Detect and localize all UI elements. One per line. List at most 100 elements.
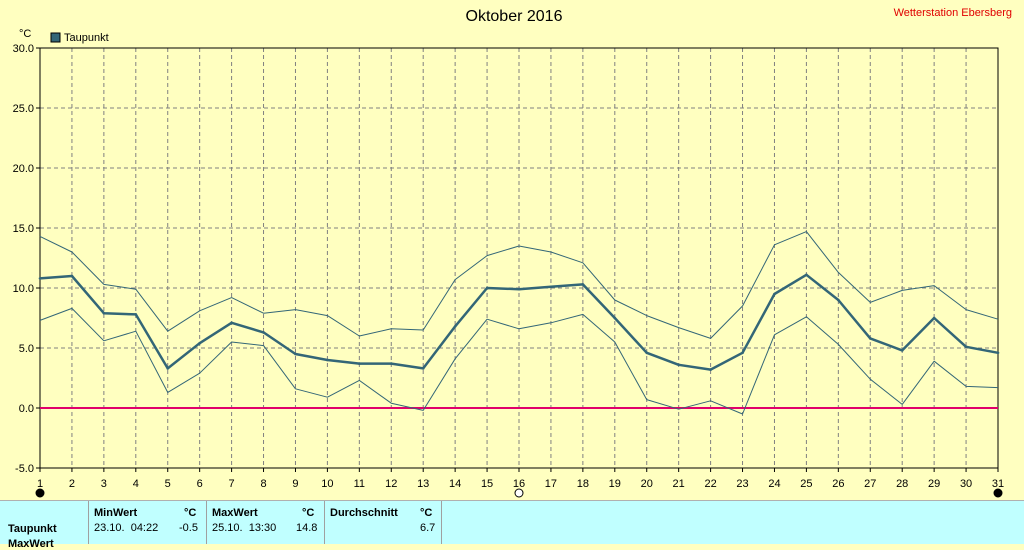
x-tick-label: 2 [69,478,75,490]
max-value: 14.8 [296,522,318,534]
x-tick-label: 17 [545,478,557,490]
x-tick-label: 24 [768,478,780,490]
min-time: 23.10. 04:22 [94,522,159,534]
plot-frame [39,47,999,469]
moon-phase-icon [35,488,45,498]
x-tick-label: 30 [960,478,972,490]
x-tick-label: 4 [133,478,139,490]
data-point [453,325,457,328]
moon-phase-icon [514,488,524,498]
data-point [517,287,521,291]
data-point [805,273,808,277]
data-point [613,316,617,320]
data-point [166,367,170,370]
max-unit-header: °C [302,507,315,519]
table-divider [441,501,442,544]
data-point [581,283,585,286]
chart-title: Oktober 2016 [466,8,563,25]
x-tick-label: 11 [354,478,365,490]
data-point [485,286,489,290]
x-tick-label: 16 [513,478,525,490]
y-tick-label: 0.0 [19,403,34,415]
table-divider [88,501,89,544]
x-tick-label: 31 [992,478,1004,490]
min-value: -0.5 [179,522,198,534]
data-point [932,316,936,320]
y-unit-label: °C [19,28,31,40]
data-point [645,351,649,355]
table-divider [206,501,207,544]
data-point [421,367,425,370]
x-tick-label: 5 [165,478,171,490]
plot: 1 2 3 4 5 6 7 8 9 10 11 12 13 14 15 16 17 18 19 20 21 22 23 24 2… [13,43,1004,498]
legend-swatch [50,32,61,43]
data-point [294,352,297,356]
x-tick-label: 3 [101,478,107,490]
data-point [773,292,776,296]
x-tick-label: 22 [704,478,716,490]
y-tick-label: 25.0 [13,103,34,115]
y-tick-label: 30.0 [13,43,34,55]
x-tick-label: 18 [577,478,589,490]
x-tick-label: 7 [229,478,235,490]
min-header: MinWert [94,507,138,519]
x-tick-label: 28 [896,478,908,490]
partial-row-label: MaxWert [8,538,54,550]
data-point [230,321,233,325]
data-point [549,285,553,289]
data-point [326,358,329,362]
series-line-min [39,307,999,415]
data-point [198,341,201,345]
data-point [900,349,904,352]
data-point [262,331,265,334]
x-tick-label: 29 [928,478,940,490]
series-line-max [39,231,999,339]
data-point [358,362,361,365]
max-time: 25.10. 13:30 [212,522,277,534]
x-tick-label: 10 [321,478,333,490]
x-tick-label: 6 [197,478,203,490]
station-name: Wetterstation Ebersberg [894,7,1012,19]
min-unit-header: °C [184,507,197,519]
x-tick-label: 27 [864,478,876,490]
y-tick-label: -5.0 [15,463,34,475]
avg-unit-header: °C [420,507,433,519]
x-tick-label: 9 [292,478,298,490]
avg-value: 6.7 [420,522,436,534]
avg-header: Durchschnitt [330,507,398,519]
x-tick-label: 25 [800,478,812,490]
chart-area: Oktober 2016 Wetterstation Ebersberg °C … [13,7,1012,498]
moon-phase-icon [993,488,1003,498]
data-point [677,363,680,367]
data-point [964,345,968,349]
data-point [134,313,138,316]
statistics-table: MinWert °C MaxWert °C Durchschnitt °C Ta… [0,500,1024,550]
x-tick-label: 26 [832,478,844,490]
data-point [868,337,872,340]
data-point [38,277,42,280]
x-tick-label: 14 [449,478,461,490]
y-tick-label: 5.0 [19,343,34,355]
data-point [389,362,393,365]
data-point [996,351,1000,355]
y-tick-label: 20.0 [13,163,34,175]
x-tick-label: 12 [385,478,397,490]
x-tick-label: 23 [736,478,748,490]
row-label: Taupunkt [8,523,57,535]
table-divider [324,501,325,544]
x-tick-label: 19 [609,478,621,490]
x-tick-label: 13 [417,478,429,490]
data-point [709,368,712,371]
data-point [837,298,840,302]
y-tick-label: 15.0 [13,223,34,235]
x-tick-label: 8 [260,478,266,490]
x-tick-label: 20 [641,478,653,490]
x-tick-label: 15 [481,478,493,490]
data-point [741,351,744,355]
y-tick-label: 10.0 [13,283,34,295]
data-point [102,311,106,315]
legend-label: Taupunkt [64,32,109,44]
max-header: MaxWert [212,507,258,519]
x-tick-label: 1 [37,478,43,490]
data-point [70,274,74,278]
